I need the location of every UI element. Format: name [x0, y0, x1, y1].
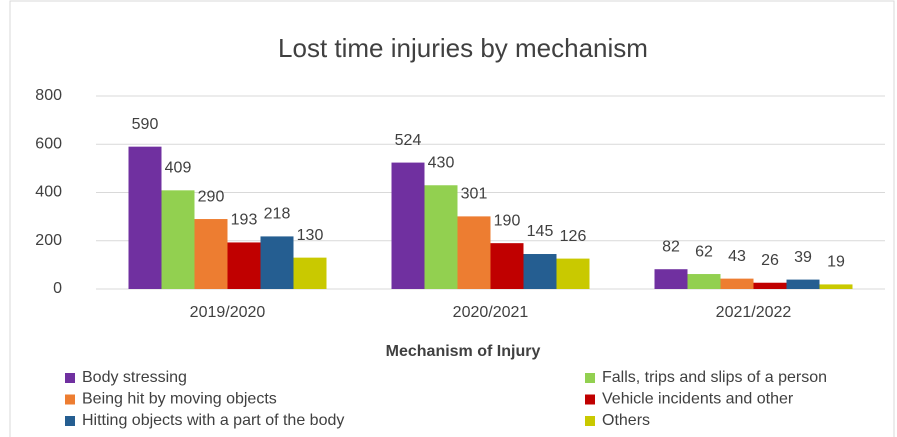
data-label: 62: [695, 243, 713, 260]
data-label: 524: [395, 132, 422, 149]
data-label: 190: [494, 212, 521, 229]
bar: [391, 162, 425, 289]
x-axis-title: Mechanism of Injury: [386, 343, 541, 360]
chart-border: [9, 0, 895, 437]
data-label: 19: [827, 254, 845, 271]
bar: [786, 279, 820, 289]
data-label: 130: [297, 227, 324, 244]
data-label: 39: [794, 249, 812, 266]
bar: [753, 282, 787, 289]
data-label: 590: [132, 116, 159, 133]
data-label: 301: [461, 186, 488, 203]
chart-title: Lost time injuries by mechanism: [278, 33, 648, 63]
bar: [457, 216, 491, 289]
bar: [128, 146, 162, 289]
bar: [556, 258, 590, 289]
legend-label: Falls, trips and slips of a person: [602, 369, 827, 386]
legend-label: Vehicle incidents and other: [602, 391, 794, 408]
legend-swatch: [585, 416, 595, 426]
legend-swatch: [585, 373, 595, 383]
data-label: 43: [728, 248, 746, 265]
bar: [424, 185, 458, 289]
legend-swatch: [65, 373, 75, 383]
legend-label: Others: [602, 412, 650, 429]
x-tick-label: 2021/2022: [716, 304, 792, 321]
data-label: 430: [428, 154, 455, 171]
data-label: 409: [165, 160, 192, 177]
bar: [687, 274, 721, 289]
bar: [227, 242, 261, 289]
bar: [490, 243, 524, 289]
legend-label: Hitting objects with a part of the body: [82, 412, 344, 429]
legend-label: Being hit by moving objects: [82, 391, 277, 408]
data-label: 218: [264, 206, 291, 223]
bar: [523, 254, 557, 289]
y-tick-label: 200: [35, 232, 62, 249]
data-label: 290: [198, 188, 225, 205]
bar: [260, 236, 294, 289]
data-label: 126: [560, 228, 587, 245]
legend-label: Body stressing: [82, 369, 187, 386]
legend-swatch: [65, 416, 75, 426]
legend-swatch: [585, 394, 595, 405]
y-tick-label: 400: [35, 184, 62, 201]
y-tick-label: 600: [35, 135, 62, 152]
y-tick-label: 800: [35, 87, 62, 104]
bar: [819, 284, 853, 289]
bar: [293, 257, 327, 289]
bar: [720, 278, 754, 289]
x-tick-label: 2019/2020: [190, 304, 266, 321]
bar: [654, 269, 688, 289]
bar: [161, 190, 195, 289]
x-tick-label: 2020/2021: [453, 304, 529, 321]
bar: [194, 219, 228, 289]
data-label: 145: [527, 223, 554, 240]
data-label: 82: [662, 238, 680, 255]
y-tick-label: 0: [53, 280, 62, 297]
data-label: 193: [231, 212, 258, 229]
legend-swatch: [65, 394, 75, 405]
data-label: 26: [761, 252, 779, 269]
